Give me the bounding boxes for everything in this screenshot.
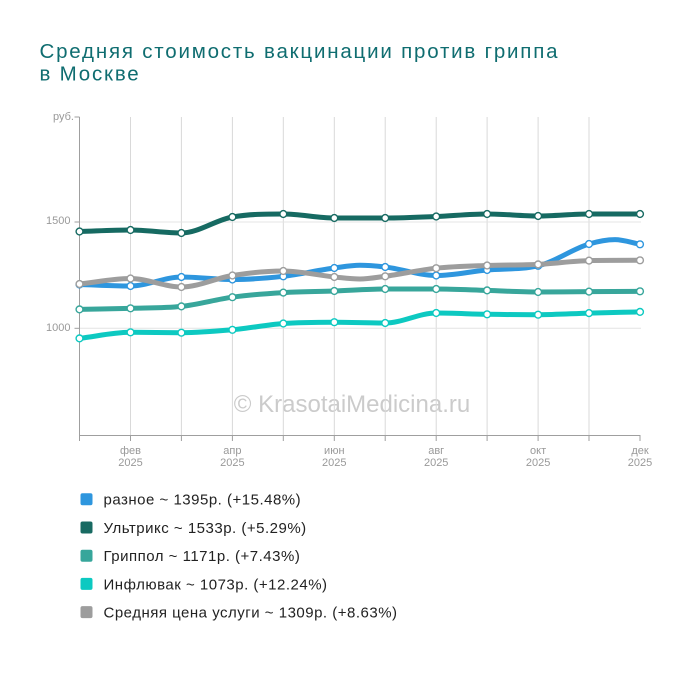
- svg-text:© KrasotaiMedicina.ru: © KrasotaiMedicina.ru: [234, 391, 470, 418]
- svg-text:фев: фев: [120, 445, 141, 457]
- svg-text:авг: авг: [428, 445, 444, 457]
- svg-text:дек: дек: [631, 445, 649, 457]
- svg-text:Средняя стоимость вакцинации п: Средняя стоимость вакцинации против грип…: [40, 40, 560, 63]
- svg-text:руб.: руб.: [53, 111, 74, 123]
- svg-text:Ультрикс ~ 1533р. (+5.29%): Ультрикс ~ 1533р. (+5.29%): [104, 520, 307, 537]
- svg-text:Инфлювак ~ 1073р. (+12.24%): Инфлювак ~ 1073р. (+12.24%): [104, 576, 328, 593]
- svg-text:разное ~ 1395р. (+15.48%): разное ~ 1395р. (+15.48%): [104, 492, 302, 509]
- svg-text:1500: 1500: [46, 215, 70, 227]
- svg-text:1000: 1000: [46, 322, 70, 334]
- svg-text:окт: окт: [530, 445, 546, 457]
- svg-text:2025: 2025: [628, 457, 652, 469]
- svg-text:2025: 2025: [424, 457, 448, 469]
- svg-text:Средняя цена услуги ~ 1309р. (: Средняя цена услуги ~ 1309р. (+8.63%): [104, 605, 398, 622]
- svg-text:апр: апр: [223, 445, 241, 457]
- svg-text:2025: 2025: [526, 457, 550, 469]
- svg-text:2025: 2025: [118, 457, 142, 469]
- svg-text:в Москве: в Москве: [40, 63, 141, 86]
- svg-text:2025: 2025: [322, 457, 346, 469]
- svg-text:июн: июн: [324, 445, 344, 457]
- svg-text:2025: 2025: [220, 457, 244, 469]
- svg-text:Гриппол ~ 1171р. (+7.43%): Гриппол ~ 1171р. (+7.43%): [104, 548, 301, 565]
